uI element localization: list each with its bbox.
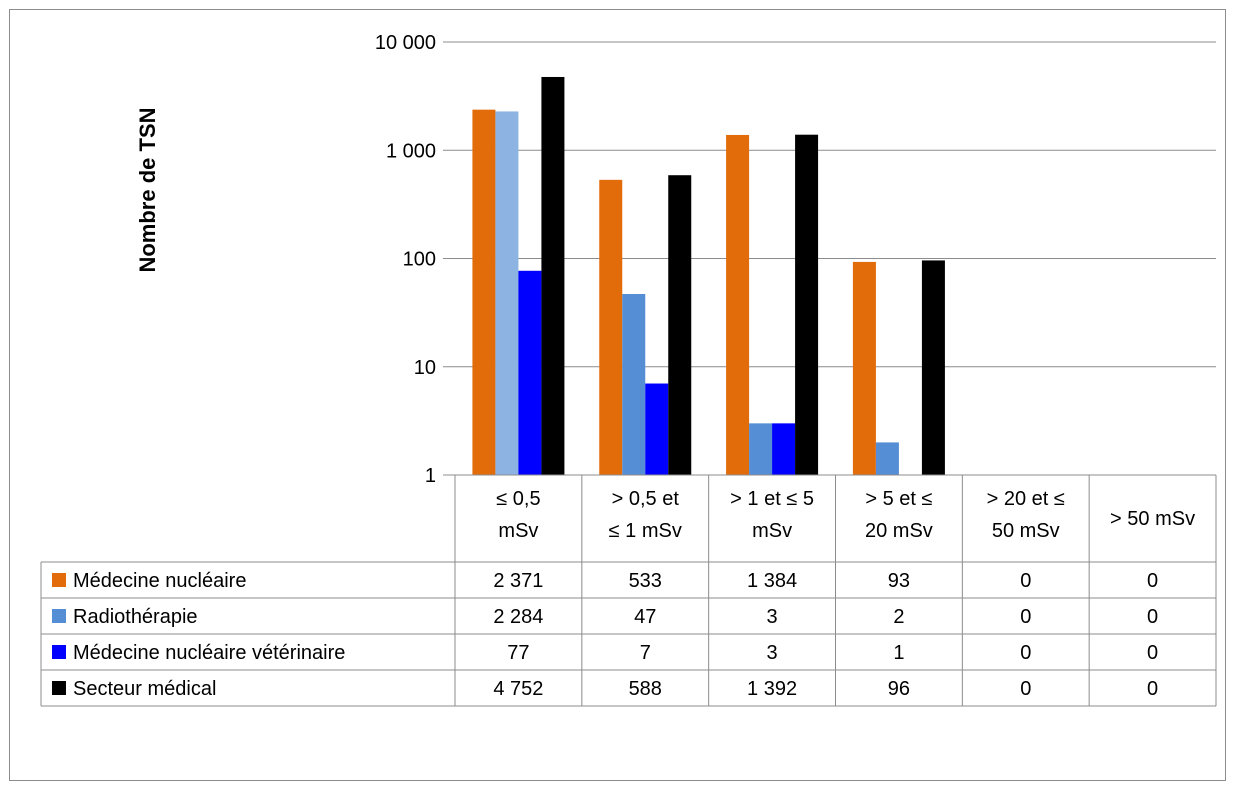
series-name: Secteur médical [73, 678, 216, 700]
legend-key-1 [52, 609, 66, 623]
bar-3-0 [541, 76, 565, 476]
bar-2-0 [518, 270, 542, 475]
category-label: > 5 et ≤ [865, 488, 932, 510]
data-label: 77 [507, 642, 529, 664]
bar-1-1 [622, 293, 646, 475]
category-label: 50 mSv [992, 520, 1060, 542]
category-label: > 1 et ≤ 5 [730, 488, 814, 510]
data-label: 0 [1020, 678, 1031, 700]
data-label: 47 [634, 606, 656, 628]
bar-3-1 [668, 175, 692, 475]
data-label: 93 [888, 570, 910, 592]
data-label: 0 [1147, 678, 1158, 700]
bar-3-3 [921, 260, 945, 475]
data-label: 0 [1020, 606, 1031, 628]
bar-0-3 [852, 261, 876, 475]
data-label: 0 [1147, 570, 1158, 592]
data-label: 96 [888, 678, 910, 700]
category-label: mSv [498, 520, 538, 542]
y-tick-label: 10 000 [375, 32, 436, 54]
data-label: 1 384 [747, 570, 797, 592]
category-label: mSv [752, 520, 792, 542]
data-label: 3 [767, 606, 778, 628]
bar-2-1 [645, 383, 669, 475]
bar-1-2 [749, 423, 773, 475]
category-label: ≤ 1 mSv [609, 520, 682, 542]
bar-0-1 [599, 179, 623, 475]
data-label: 7 [640, 642, 651, 664]
chart-frame [9, 9, 1226, 781]
data-label: 2 [893, 606, 904, 628]
bar-1-3 [875, 442, 899, 475]
data-label: 533 [629, 570, 662, 592]
series-name: Médecine nucléaire [73, 570, 246, 592]
data-label: 1 392 [747, 678, 797, 700]
category-label: > 0,5 et [612, 488, 680, 510]
y-axis-title: Nombre de TSN [135, 107, 160, 272]
category-label: > 50 mSv [1110, 508, 1195, 530]
bar-0-0 [472, 109, 496, 475]
data-label: 0 [1020, 570, 1031, 592]
bar-0-2 [726, 134, 750, 475]
y-tick-label: 100 [403, 249, 436, 271]
data-label: 3 [767, 642, 778, 664]
category-label: > 20 et ≤ [987, 488, 1065, 510]
legend-key-3 [52, 681, 66, 695]
data-label: 4 752 [493, 678, 543, 700]
data-label: 0 [1020, 642, 1031, 664]
data-label: 2 371 [493, 570, 543, 592]
data-label: 0 [1147, 606, 1158, 628]
data-label: 0 [1147, 642, 1158, 664]
category-label: 20 mSv [865, 520, 933, 542]
series-name: Radiothérapie [73, 606, 198, 628]
legend-key-2 [52, 645, 66, 659]
bar-2-2 [772, 423, 796, 475]
bar-3-2 [795, 134, 819, 475]
data-label: 2 284 [493, 606, 543, 628]
y-tick-label: 1 000 [386, 140, 436, 162]
bar-1-0 [495, 111, 519, 476]
series-name: Médecine nucléaire vétérinaire [73, 642, 345, 664]
y-tick-label: 1 [425, 465, 436, 487]
category-label: ≤ 0,5 [496, 488, 540, 510]
legend-key-0 [52, 573, 66, 587]
y-tick-label: 10 [414, 357, 436, 379]
data-label: 588 [629, 678, 662, 700]
data-label: 1 [893, 642, 904, 664]
